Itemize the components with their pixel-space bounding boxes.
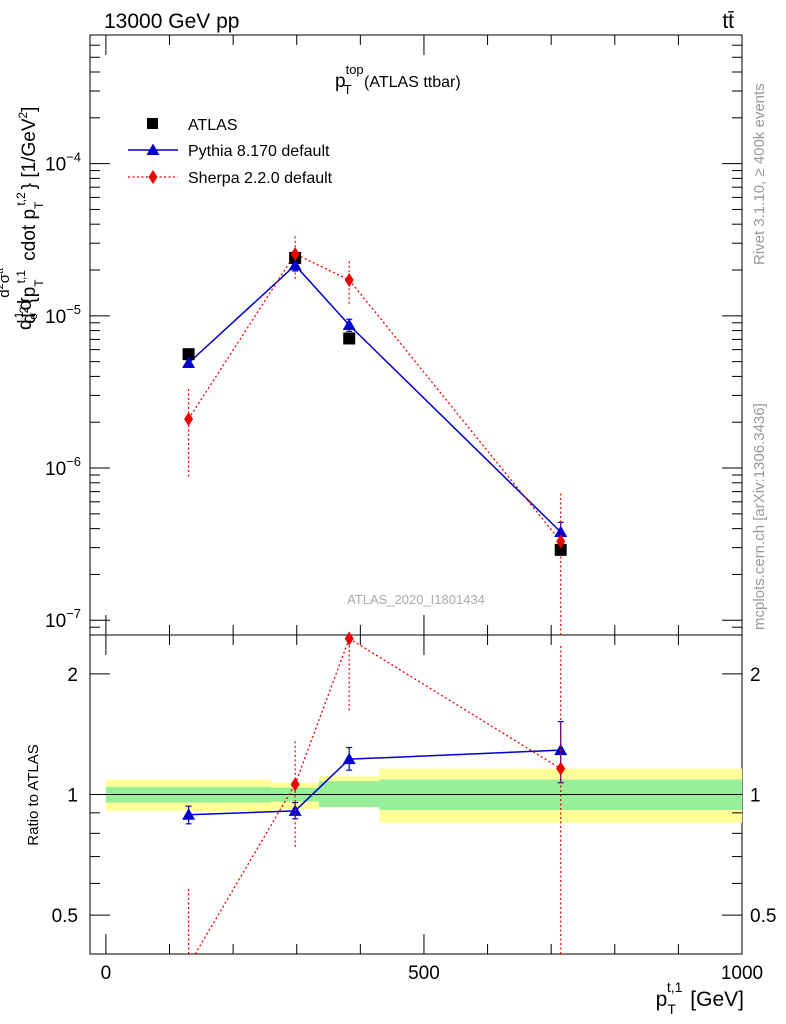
legend-marker-atlas (147, 118, 158, 129)
main-point-atlas-0 (182, 348, 195, 361)
main-line-pythia (188, 264, 562, 533)
main-axis-ticks: 10−7 10−6 10−5 10−4 (45, 34, 743, 636)
ratio-data-layer (182, 631, 568, 955)
main-ytick-label-3: 10−4 (45, 150, 81, 176)
legend-label-atlas: ATLAS (188, 117, 238, 134)
main-point-sherpa-0 (184, 411, 194, 426)
ratio-xtick-label-0: 0 (101, 963, 112, 984)
ratio-ylabel: Ratio to ATLAS (25, 744, 42, 845)
main-ytick-label-2: 10−5 (45, 302, 81, 328)
ratio-line-sherpa-1 (294, 638, 350, 785)
xlabel-sup: t,1 (667, 979, 683, 995)
ratio-point-sherpa-2 (344, 631, 354, 646)
main-line-sherpa (188, 253, 562, 542)
xlabel: pTt,1 [GeV] (656, 979, 744, 1017)
ratio-line-pythia-1 (294, 758, 350, 812)
plot-title-rest: (ATLAS ttbar) (360, 74, 461, 91)
main-point-pythia-1 (288, 258, 302, 271)
main-point-pythia-3 (554, 525, 568, 538)
main-point-pythia-2 (342, 318, 356, 331)
legend-label-pythia: Pythia 8.170 default (188, 143, 330, 160)
rivet-label: Rivet 3.1.10, ≥ 400k events (751, 83, 768, 265)
mcplots-label: mcplots.cern.ch [arXiv:1306.3436] (751, 403, 768, 630)
legend-marker-pythia (146, 143, 160, 155)
main-data-layer (182, 234, 568, 635)
ratio-point-pythia-2 (342, 752, 356, 765)
ratio-axis-ticks: 0 500 1000 0.5 0.5 1 1 2 2 (52, 635, 776, 984)
main-ylabel-text: d1σdd2σtt̄d2{pTt,1 cdot pTt,2} [1/GeV2] (0, 107, 46, 330)
ratio-point-pythia-0 (182, 808, 196, 820)
ratio-line-sherpa-2 (348, 637, 562, 770)
legend-marker-sherpa (148, 170, 158, 184)
main-point-atlas-3 (554, 543, 567, 556)
ratio-xtick-label-1: 500 (408, 963, 440, 984)
ratio-xtick-label-2: 1000 (721, 963, 763, 984)
ratio-line-sherpa-0 (194, 784, 296, 955)
main-point-sherpa-2 (344, 272, 354, 287)
main-point-sherpa-3 (556, 534, 566, 549)
ratio-line-pythia-0 (188, 810, 296, 816)
ratio-ytick-label-left-0: 0.5 (52, 906, 78, 927)
xlabel-main: p (656, 988, 668, 1011)
header-energy-label: 13000 GeV pp (104, 10, 239, 33)
main-point-sherpa-1 (290, 246, 300, 261)
plot-title-sup: top (346, 62, 364, 77)
header-process-label: tt̄ (722, 10, 734, 33)
ratio-point-sherpa-3 (556, 761, 566, 776)
ratio-ytick-label-right-0: 0.5 (750, 906, 776, 927)
main-point-pythia-0 (182, 356, 196, 368)
plot-title: ptop T (ATLAS ttbar) (335, 62, 461, 97)
ratio-ytick-label-right-1: 1 (750, 786, 761, 807)
main-point-atlas-2 (343, 332, 356, 345)
ratio-ytick-label-left-2: 2 (67, 665, 78, 686)
xlabel-rest: [GeV] (684, 988, 744, 1011)
ratio-ytick-label-left-1: 1 (67, 786, 78, 807)
ratio-point-sherpa-1 (290, 777, 300, 792)
ratio-ytick-label-right-2: 2 (750, 665, 761, 686)
main-ylabel: d1σdd2σtt̄d2{pTt,1 cdot pTt,2} [1/GeV2] (0, 107, 46, 330)
analysis-tag: ATLAS_2020_I1801434 (347, 592, 485, 607)
legend: ATLAS Pythia 8.170 default Sherpa 2.2.0 … (128, 117, 333, 187)
plot-title-main: p (335, 71, 346, 92)
xlabel-sub: T (667, 1001, 676, 1017)
main-ytick-label-1: 10−6 (45, 454, 81, 480)
plot-title-sub: T (344, 82, 352, 97)
main-ytick-label-0: 10−7 (45, 606, 81, 632)
ratio-point-pythia-3 (554, 743, 568, 756)
ratio-line-pythia-2 (349, 749, 561, 760)
legend-label-sherpa: Sherpa 2.2.0 default (188, 170, 333, 187)
